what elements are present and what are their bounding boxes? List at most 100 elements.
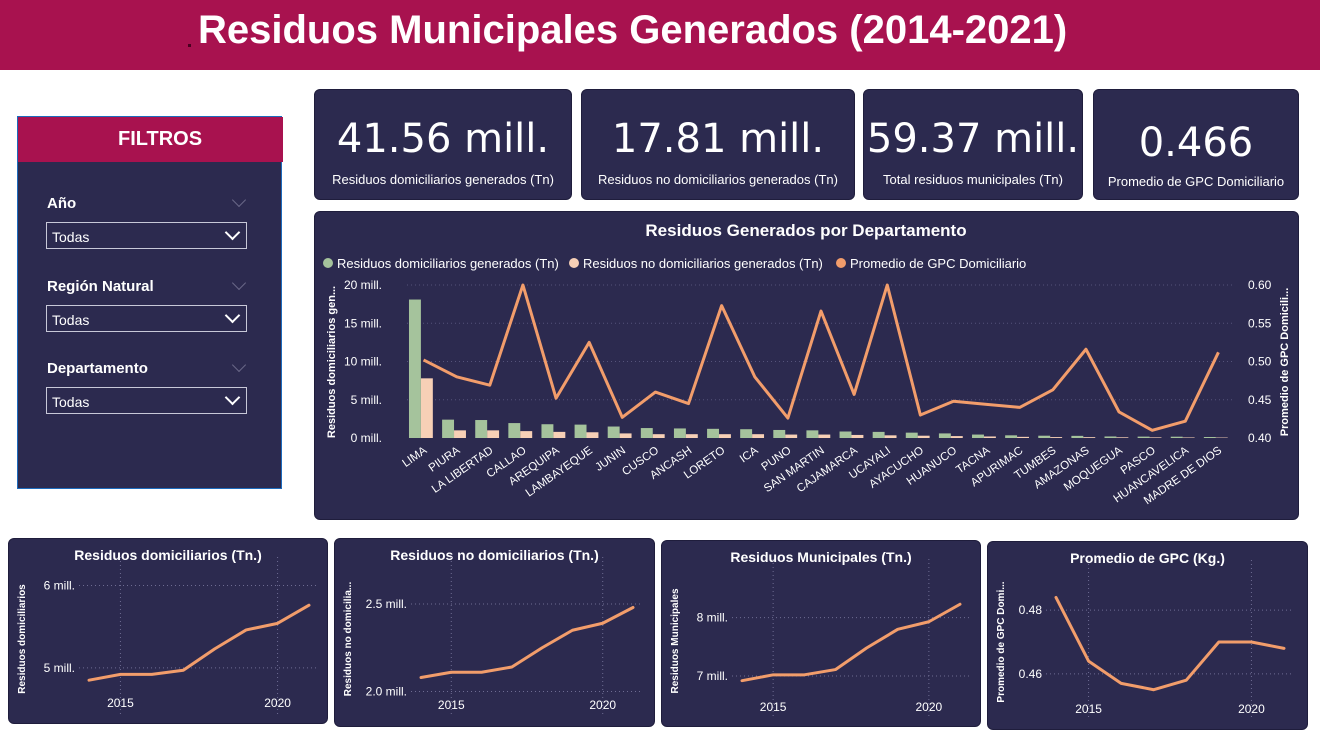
line-chart-panel-gpc[interactable]: Promedio de GPC (Kg.) Promedio de GPC Dom… <box>987 541 1308 730</box>
department-chart[interactable]: Residuos Generados por Departamento Resid… <box>315 212 1298 519</box>
bar-no-domiciliarios[interactable] <box>619 433 632 438</box>
bar-no-domiciliarios[interactable] <box>652 434 665 438</box>
bar-domiciliarios[interactable] <box>1203 437 1216 438</box>
kpi-card-no-domiciliarios[interactable]: 17.81 mill. Residuos no domiciliarios ge… <box>581 89 855 200</box>
y-tick-label: 7 mill. <box>697 669 728 683</box>
chart-title: Promedio de GPC (Kg.) <box>1070 550 1225 566</box>
kpi-card-domiciliarios[interactable]: 41.56 mill. Residuos domiciliarios gener… <box>314 89 572 200</box>
legend-label[interactable]: Promedio de GPC Domiciliario <box>850 256 1026 271</box>
bar-domiciliarios[interactable] <box>806 430 819 438</box>
bar-no-domiciliarios[interactable] <box>917 435 930 438</box>
bar-domiciliarios[interactable] <box>408 299 421 438</box>
bar-no-domiciliarios[interactable] <box>454 430 466 438</box>
bar-no-domiciliarios[interactable] <box>420 378 433 438</box>
bar-domiciliarios[interactable] <box>1038 435 1051 438</box>
chart-title: Residuos Municipales (Tn.) <box>730 549 911 565</box>
header-bar: Residuos Municipales Generados (2014-202… <box>0 0 1320 70</box>
line-chart-panel-municipales[interactable]: Residuos Municipales (Tn.) Residuos Munic… <box>661 540 981 727</box>
bar-domiciliarios[interactable] <box>475 420 488 438</box>
bar-domiciliarios[interactable] <box>673 428 686 438</box>
trend-line[interactable] <box>1054 595 1286 692</box>
bar-no-domiciliarios[interactable] <box>685 434 698 438</box>
trend-line[interactable] <box>419 606 635 679</box>
bar-no-domiciliarios[interactable] <box>553 431 566 438</box>
legend-label[interactable]: Residuos domiciliarios generados (Tn) <box>337 256 559 271</box>
filters-header: FILTROS <box>18 117 283 162</box>
slicer-region-dropdown[interactable]: Todas <box>46 305 247 332</box>
kpi-card-gpc[interactable]: 0.466 Promedio de GPC Domiciliario <box>1093 89 1299 200</box>
bar-domiciliarios[interactable] <box>541 424 554 438</box>
bar-domiciliarios[interactable] <box>1071 435 1084 438</box>
x-tick-label: LIMA <box>400 444 429 469</box>
bar-domiciliarios[interactable] <box>972 434 984 438</box>
chevron-down-icon[interactable] <box>231 192 247 208</box>
bar-domiciliarios[interactable] <box>872 431 885 438</box>
bar-domiciliarios[interactable] <box>1005 435 1018 438</box>
bar-no-domiciliarios[interactable] <box>520 431 533 438</box>
bar-domiciliarios[interactable] <box>508 423 521 438</box>
x-tick-label: MOQUEGUA <box>1062 444 1125 493</box>
department-chart-panel[interactable]: Residuos Generados por Departamento Resid… <box>314 211 1299 520</box>
kpi-value: 0.466 <box>1138 120 1254 166</box>
line-chart-domiciliarios[interactable]: Residuos domiciliarios (Tn.) Residuos dom… <box>9 539 327 723</box>
bar-no-domiciliarios[interactable] <box>785 434 798 438</box>
bar-no-domiciliarios[interactable] <box>1182 437 1195 438</box>
bar-no-domiciliarios[interactable] <box>851 434 864 438</box>
slicer-department-label: Departamento <box>47 360 148 377</box>
bar-domiciliarios[interactable] <box>773 429 786 438</box>
trend-line[interactable] <box>740 602 962 683</box>
slicer-year-dropdown[interactable]: Todas <box>46 222 247 249</box>
bar-no-domiciliarios[interactable] <box>818 434 831 438</box>
bar-domiciliarios[interactable] <box>905 432 918 438</box>
bar-no-domiciliarios[interactable] <box>487 430 500 438</box>
line-chart-panel-no-domiciliarios[interactable]: Residuos no domiciliarios (Tn.) Residuos … <box>334 538 655 727</box>
y-tick-label: 0.46 <box>1019 667 1043 681</box>
kpi-card-total[interactable]: 59.37 mill. Total residuos municipales (… <box>863 89 1083 200</box>
bar-no-domiciliarios[interactable] <box>1149 437 1162 438</box>
x-tick-label: 2015 <box>1075 702 1102 716</box>
bar-domiciliarios[interactable] <box>1104 436 1117 438</box>
line-chart-no-domiciliarios[interactable]: Residuos no domiciliarios (Tn.) Residuos … <box>335 539 654 726</box>
bar-domiciliarios[interactable] <box>1137 436 1150 438</box>
bar-no-domiciliarios[interactable] <box>718 434 731 438</box>
chevron-down-icon[interactable] <box>231 357 247 373</box>
bar-domiciliarios[interactable] <box>640 428 653 438</box>
x-tick-label: 2020 <box>916 700 943 714</box>
bar-domiciliarios[interactable] <box>607 426 620 438</box>
slicer-year-label: Año <box>47 195 77 212</box>
x-tick-label: 2020 <box>589 698 616 712</box>
bar-domiciliarios[interactable] <box>740 429 753 438</box>
slicer-department-dropdown[interactable]: Todas <box>46 387 247 414</box>
bar-domiciliarios[interactable] <box>839 431 852 438</box>
y-axis-title: Residuos domiciliarios gen... <box>326 286 338 438</box>
bar-domiciliarios[interactable] <box>707 428 719 438</box>
bar-no-domiciliarios[interactable] <box>1017 436 1029 438</box>
chevron-down-icon[interactable] <box>231 275 247 291</box>
bar-domiciliarios[interactable] <box>574 424 587 438</box>
bar-domiciliarios[interactable] <box>442 419 455 438</box>
bar-no-domiciliarios[interactable] <box>884 435 897 438</box>
chevron-down-icon <box>224 389 241 406</box>
line-chart-panel-domiciliarios[interactable]: Residuos domiciliarios (Tn.) Residuos dom… <box>8 538 328 724</box>
bar-no-domiciliarios[interactable] <box>1116 437 1129 438</box>
slicer-region-value: Todas <box>52 312 90 328</box>
y-tick-label: 0 mill. <box>351 431 382 445</box>
bar-no-domiciliarios[interactable] <box>752 434 765 438</box>
chart-title: Residuos no domiciliarios (Tn.) <box>390 547 598 563</box>
bar-domiciliarios[interactable] <box>938 433 951 438</box>
kpi-label: Residuos domiciliarios generados (Tn) <box>332 172 554 187</box>
trend-line[interactable] <box>87 603 311 682</box>
legend-label[interactable]: Residuos no domiciliarios generados (Tn) <box>583 256 823 271</box>
legend-marker <box>569 258 579 268</box>
line-chart-gpc[interactable]: Promedio de GPC (Kg.) Promedio de GPC Dom… <box>988 542 1307 729</box>
bar-no-domiciliarios[interactable] <box>950 436 963 438</box>
line-gpc[interactable] <box>422 283 1220 432</box>
bar-no-domiciliarios[interactable] <box>586 432 599 438</box>
bar-no-domiciliarios[interactable] <box>983 436 996 438</box>
y-axis-title: Residuos no domicilia... <box>343 582 354 697</box>
bar-no-domiciliarios[interactable] <box>1083 437 1096 438</box>
line-chart-municipales[interactable]: Residuos Municipales (Tn.) Residuos Munic… <box>662 541 980 726</box>
kpi-label: Total residuos municipales (Tn) <box>883 172 1063 187</box>
bar-domiciliarios[interactable] <box>1170 436 1183 438</box>
bar-no-domiciliarios[interactable] <box>1050 437 1063 438</box>
